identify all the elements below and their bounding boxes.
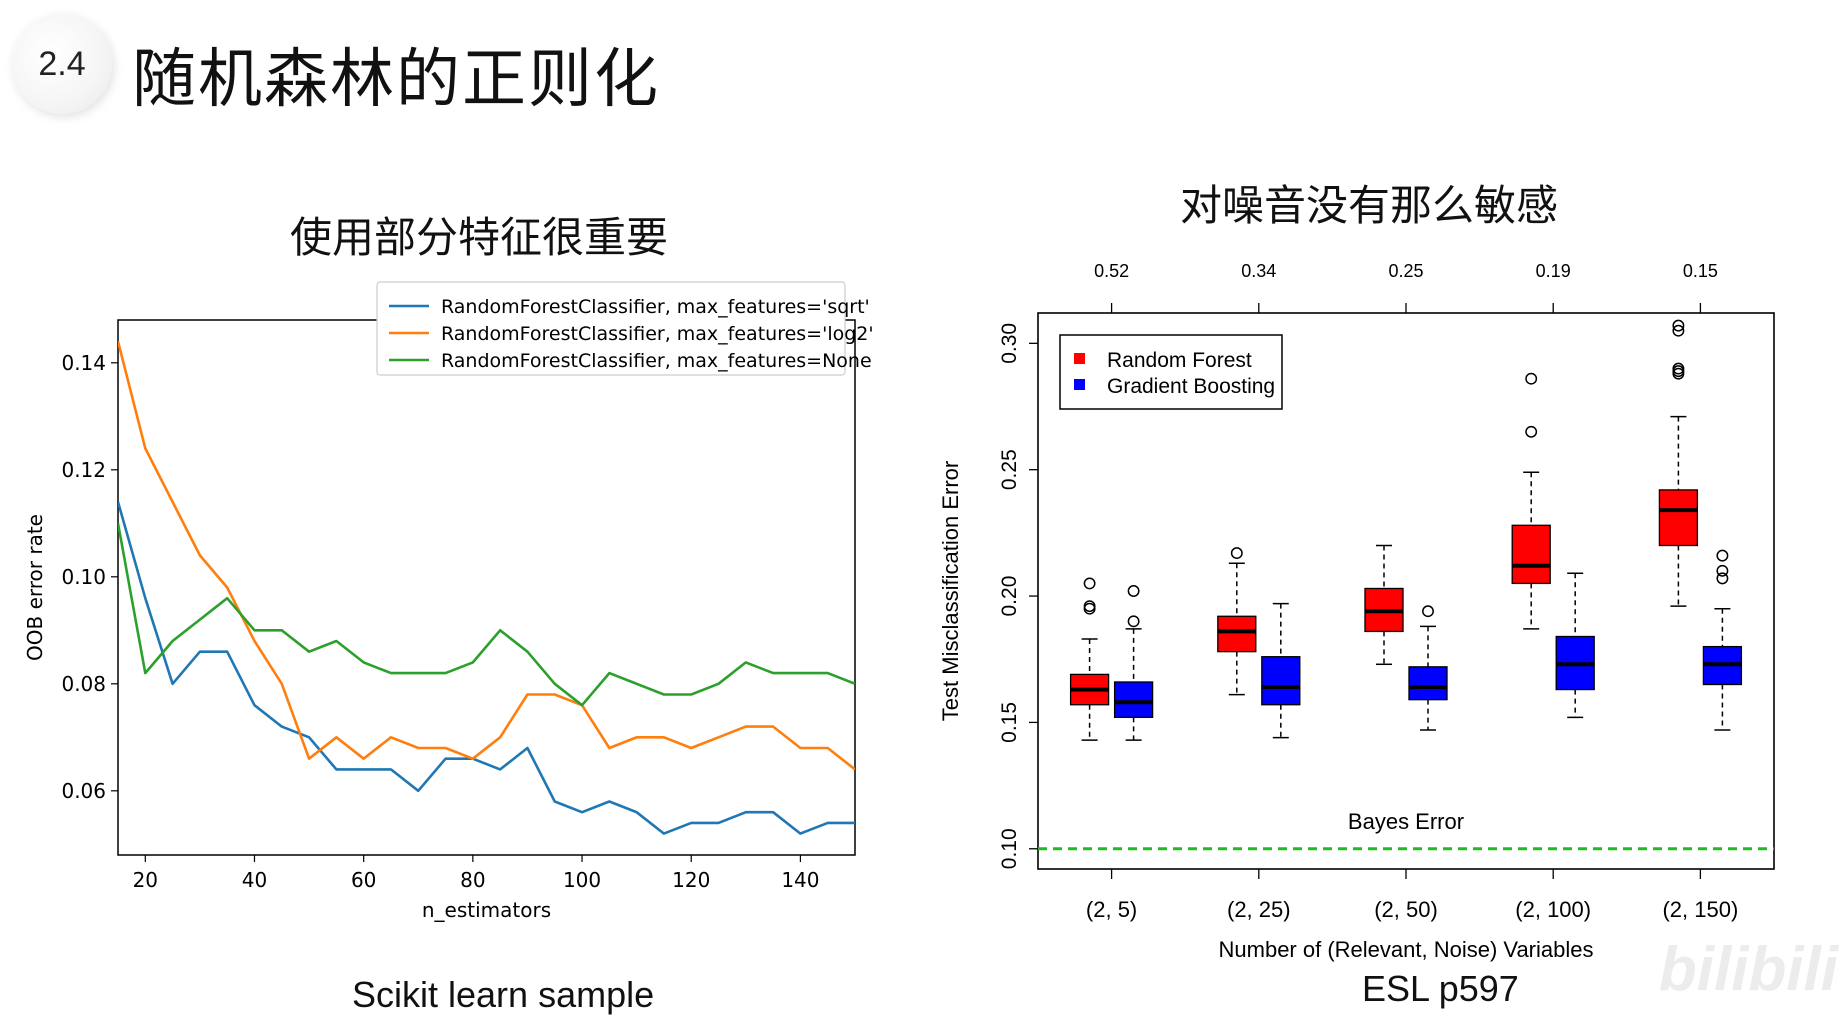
x-tick-label: (2, 150)	[1662, 897, 1738, 922]
box-gradient_boosting	[1408, 666, 1448, 701]
box-gradient_boosting	[1113, 681, 1154, 719]
y-axis-label: Test Misclassification Error	[938, 461, 963, 721]
outlier-point	[1525, 425, 1538, 438]
legend-box	[376, 281, 846, 376]
x-tick-label: (2, 25)	[1227, 897, 1291, 922]
right-caption: ESL p597	[1362, 968, 1519, 1009]
slide-title: 随机森林的正则化	[132, 43, 660, 117]
outlier-point	[1083, 577, 1096, 590]
series-line-sqrt	[118, 501, 855, 835]
x-tick-label: 80	[460, 868, 485, 892]
series-line-none	[118, 523, 855, 707]
section-number: 2.4	[38, 44, 86, 83]
outlier-point	[1672, 362, 1685, 375]
y-tick-label: 0.10	[61, 565, 106, 589]
legend-label-random_forest: Random Forest	[1107, 349, 1252, 372]
legend-box	[1059, 334, 1283, 410]
x-tick-label: (2, 50)	[1374, 897, 1438, 922]
outlier-point	[1127, 615, 1140, 628]
y-tick-label: 0.12	[61, 458, 106, 482]
legend-swatch-gradient_boosting	[1074, 379, 1085, 390]
box-gradient_boosting	[1261, 656, 1301, 706]
x-tick-label: 120	[672, 868, 710, 892]
top-tick-label: 0.25	[1388, 261, 1423, 281]
x-tick-label: 100	[563, 868, 601, 892]
box-random_forest	[1217, 615, 1257, 653]
x-tick-label: 20	[133, 868, 158, 892]
top-tick-label: 0.19	[1536, 261, 1571, 281]
y-tick-label: 0.25	[998, 449, 1021, 490]
outlier-point	[1716, 549, 1729, 562]
y-tick-label: 0.06	[61, 779, 106, 803]
box-random_forest	[1658, 489, 1699, 547]
x-axis-label: n_estimators	[422, 898, 551, 922]
legend-label-none: RandomForestClassifier, max_features=Non…	[441, 350, 872, 372]
outlier-point	[1716, 564, 1729, 577]
top-tick-label: 0.52	[1094, 261, 1129, 281]
top-tick-label: 0.34	[1241, 261, 1276, 281]
y-tick-label: 0.08	[61, 672, 106, 696]
outlier-point	[1672, 319, 1685, 332]
oob-error-line-chart: 20 40 60 80 100 120 140 0.06 0.08 0.10 0.12 0.14 n_e…	[23, 281, 874, 922]
y-tick-label: 0.20	[998, 576, 1021, 617]
y-tick-label: 0.14	[61, 351, 106, 375]
y-tick-label: 0.10	[998, 828, 1021, 869]
watermark-logo: bilibili	[1658, 935, 1838, 1004]
top-tick-label: 0.15	[1683, 261, 1718, 281]
right-subtitle: 对噪音没有那么敏感	[1180, 181, 1559, 230]
x-tick-label: 60	[351, 868, 376, 892]
x-tick-label: 40	[242, 868, 267, 892]
left-subtitle: 使用部分特征很重要	[290, 213, 669, 262]
x-tick-label: (2, 5)	[1086, 897, 1137, 922]
y-axis-label: OOB error rate	[23, 514, 47, 661]
x-tick-label: 140	[781, 868, 819, 892]
box-random_forest	[1511, 524, 1551, 585]
outlier-point	[1716, 572, 1729, 585]
x-axis-label: Number of (Relevant, Noise) Variables	[1219, 937, 1594, 962]
outlier-point	[1127, 585, 1140, 597]
left-caption: Scikit learn sample	[352, 974, 655, 1015]
outlier-point	[1525, 372, 1538, 385]
y-tick-label: 0.15	[998, 702, 1021, 743]
bayes-error-label: Bayes Error	[1348, 809, 1464, 834]
section-number-badge: 2.4	[12, 14, 112, 114]
misclassification-boxplot-chart: 0.10 0.15 0.20 0.25 0.30 Test Misclassificati…	[938, 261, 1775, 962]
outlier-point	[1230, 547, 1243, 560]
outlier-point	[1672, 324, 1685, 337]
y-tick-label: 0.30	[998, 323, 1021, 364]
outlier-point	[1083, 600, 1096, 613]
x-tick-label: (2, 100)	[1515, 897, 1591, 922]
legend-label-log2: RandomForestClassifier, max_features='lo…	[441, 323, 874, 345]
legend-label-sqrt: RandomForestClassifier, max_features='sq…	[441, 296, 870, 318]
plot-frame	[117, 319, 856, 856]
outlier-point	[1422, 605, 1434, 618]
legend-label-gradient_boosting: Gradient Boosting	[1107, 375, 1275, 398]
legend-swatch-random_forest	[1074, 353, 1085, 364]
